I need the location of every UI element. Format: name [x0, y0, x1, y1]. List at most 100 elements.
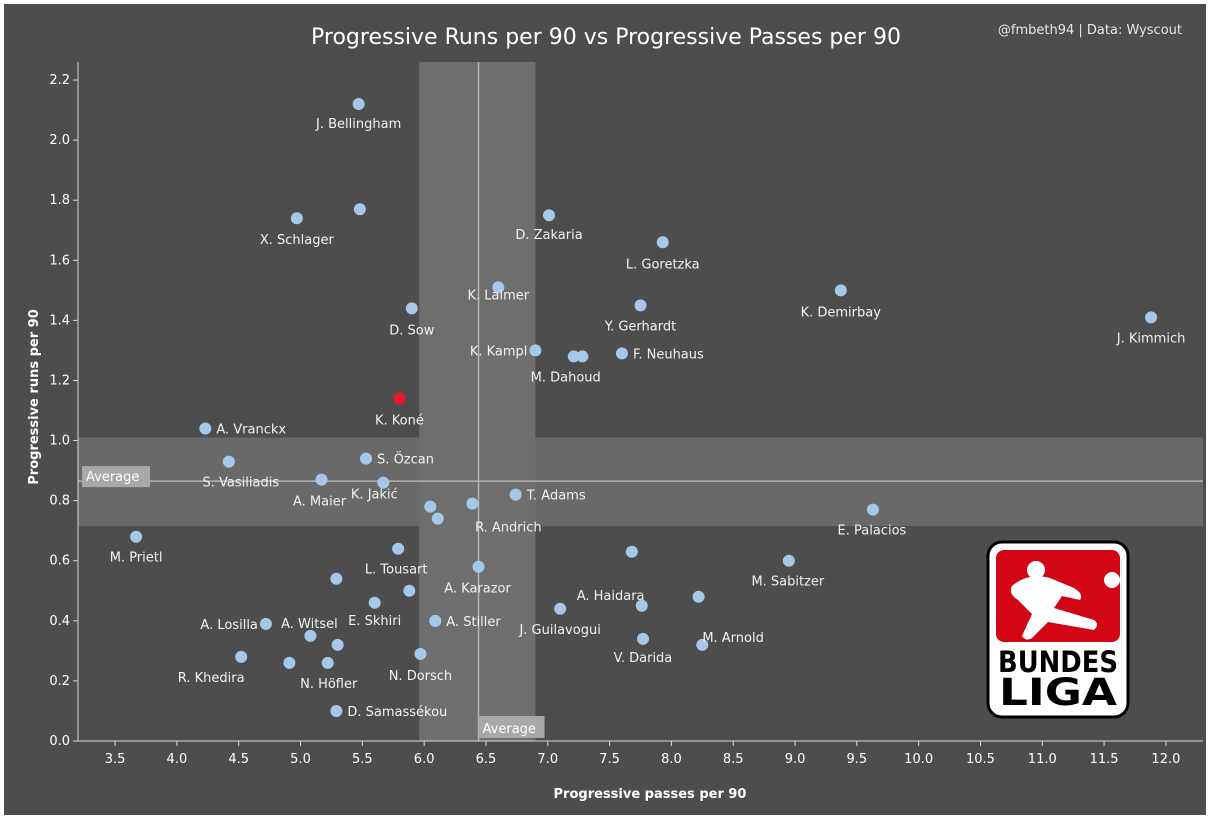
x-tick-label: 3.5 — [105, 752, 126, 767]
y-tick-label: 1.2 — [49, 373, 70, 388]
x-tick-label: 8.5 — [723, 752, 744, 767]
data-point — [330, 572, 343, 585]
point-label: J. Bellingham — [315, 117, 401, 132]
y-ticks: 0.0 0.2 0.4 0.6 0.8 1.0 1.2 1.4 1.6 1.8 2.0 2.2 — [49, 73, 78, 749]
data-point — [634, 299, 647, 312]
data-point — [304, 629, 317, 642]
point-label: D. Samassékou — [347, 705, 447, 720]
point-label: D. Sow — [389, 323, 434, 338]
data-point — [392, 542, 405, 555]
data-point — [466, 497, 479, 510]
x-tick-label: 7.0 — [537, 752, 558, 767]
data-point — [368, 596, 381, 609]
y-tick-label: 2.2 — [49, 73, 70, 88]
point-label: X. Schlager — [260, 233, 335, 248]
data-point — [403, 584, 416, 597]
x-tick-label: 11.0 — [1028, 752, 1057, 767]
data-point — [472, 560, 485, 573]
point-label: A. Karazor — [444, 582, 511, 597]
point-label: M. Arnold — [702, 631, 764, 646]
data-point — [1145, 311, 1158, 324]
data-point — [331, 638, 344, 651]
x-tick-label: 9.5 — [847, 752, 868, 767]
average-runs-tag-background — [82, 466, 150, 488]
point-label: J. Kimmich — [1116, 331, 1186, 346]
credit-text: @fmbeth94 | Data: Wyscout — [998, 23, 1182, 38]
point-label: E. Palacios — [838, 524, 907, 539]
point-label: L. Tousart — [365, 563, 428, 578]
average-passes-tag: Average — [483, 722, 536, 737]
point-label: M. Prietl — [110, 551, 163, 566]
data-point — [199, 422, 212, 435]
data-point — [529, 344, 542, 357]
y-tick-label: 2.0 — [49, 133, 70, 148]
logo-word-bundes: BUNDES — [998, 645, 1118, 679]
data-point — [360, 452, 373, 465]
data-point — [259, 617, 272, 630]
point-label: V. Darida — [614, 651, 673, 666]
data-point — [567, 350, 580, 363]
x-tick-label: 5.5 — [352, 752, 373, 767]
data-point — [377, 476, 390, 489]
data-point — [635, 599, 648, 612]
average-tags: Average Average — [82, 466, 545, 738]
data-point — [492, 281, 505, 294]
y-tick-label: 0.8 — [49, 494, 70, 509]
data-point — [352, 98, 365, 111]
data-point — [576, 350, 589, 363]
point-label: S. Vasiliadis — [203, 476, 280, 491]
player-silhouette-icon — [1010, 561, 1120, 640]
data-point — [866, 503, 879, 516]
data-point — [222, 455, 235, 468]
point-label: A. Stiller — [446, 615, 501, 630]
y-axis-title: Progressive runs per 90 — [27, 309, 42, 485]
y-tick-label: 0.2 — [49, 674, 70, 689]
point-label: J. Guilavogui — [518, 623, 600, 638]
point-label: K. Koné — [375, 413, 424, 428]
data-point — [834, 284, 847, 297]
x-tick-label: 6.5 — [476, 752, 497, 767]
point-labels: J. Bellingham X. Schlager D. Zakaria L. Gor… — [110, 117, 1186, 720]
point-label: R. Khedira — [178, 671, 245, 686]
y-tick-label: 1.6 — [49, 253, 70, 268]
point-label: A. Maier — [293, 495, 347, 510]
x-tick-label: 10.5 — [966, 752, 995, 767]
y-tick-label: 0.6 — [49, 554, 70, 569]
data-point — [283, 656, 296, 669]
data-point — [615, 347, 628, 360]
data-point — [315, 473, 328, 486]
average-runs-band — [78, 437, 1203, 527]
point-label: F. Neuhaus — [633, 347, 704, 362]
x-tick-label: 8.0 — [661, 752, 682, 767]
average-passes-tag-background — [478, 716, 545, 738]
point-label: N. Höfler — [300, 677, 358, 692]
data-point — [431, 512, 444, 525]
data-point — [696, 638, 709, 651]
x-tick-label: 4.0 — [167, 752, 188, 767]
point-label: D. Zakaria — [515, 228, 582, 243]
point-label: L. Goretzka — [626, 257, 700, 272]
data-point — [429, 614, 442, 627]
point-label: T. Adams — [526, 489, 586, 504]
point-label: K. Jakić — [351, 488, 398, 503]
point-label: R. Andrich — [475, 521, 542, 536]
axes: 3.5 4.0 4.5 5.0 5.5 6.0 6.5 7.0 7.5 8.0 8.5 9.0 9.5 1… — [49, 62, 1203, 767]
data-point — [330, 704, 343, 717]
point-label: M. Sabitzer — [751, 575, 824, 590]
point-label: A. Haidara — [577, 589, 645, 604]
x-tick-label: 6.0 — [414, 752, 435, 767]
point-label: E. Skhiri — [348, 614, 401, 629]
point-label: A. Witsel — [281, 617, 338, 632]
x-tick-label: 5.0 — [290, 752, 311, 767]
point-label: K. Kampl — [470, 344, 528, 359]
data-point — [290, 212, 303, 225]
point-label: A. Vranckx — [216, 423, 286, 438]
data-point — [543, 209, 556, 222]
x-tick-label: 7.5 — [599, 752, 620, 767]
x-ticks: 3.5 4.0 4.5 5.0 5.5 6.0 6.5 7.0 7.5 8.0 8.5 9.0 9.5 1… — [105, 741, 1180, 767]
data-point — [692, 590, 705, 603]
data-point — [656, 236, 669, 249]
x-tick-label: 4.5 — [228, 752, 249, 767]
data-point — [424, 500, 437, 513]
